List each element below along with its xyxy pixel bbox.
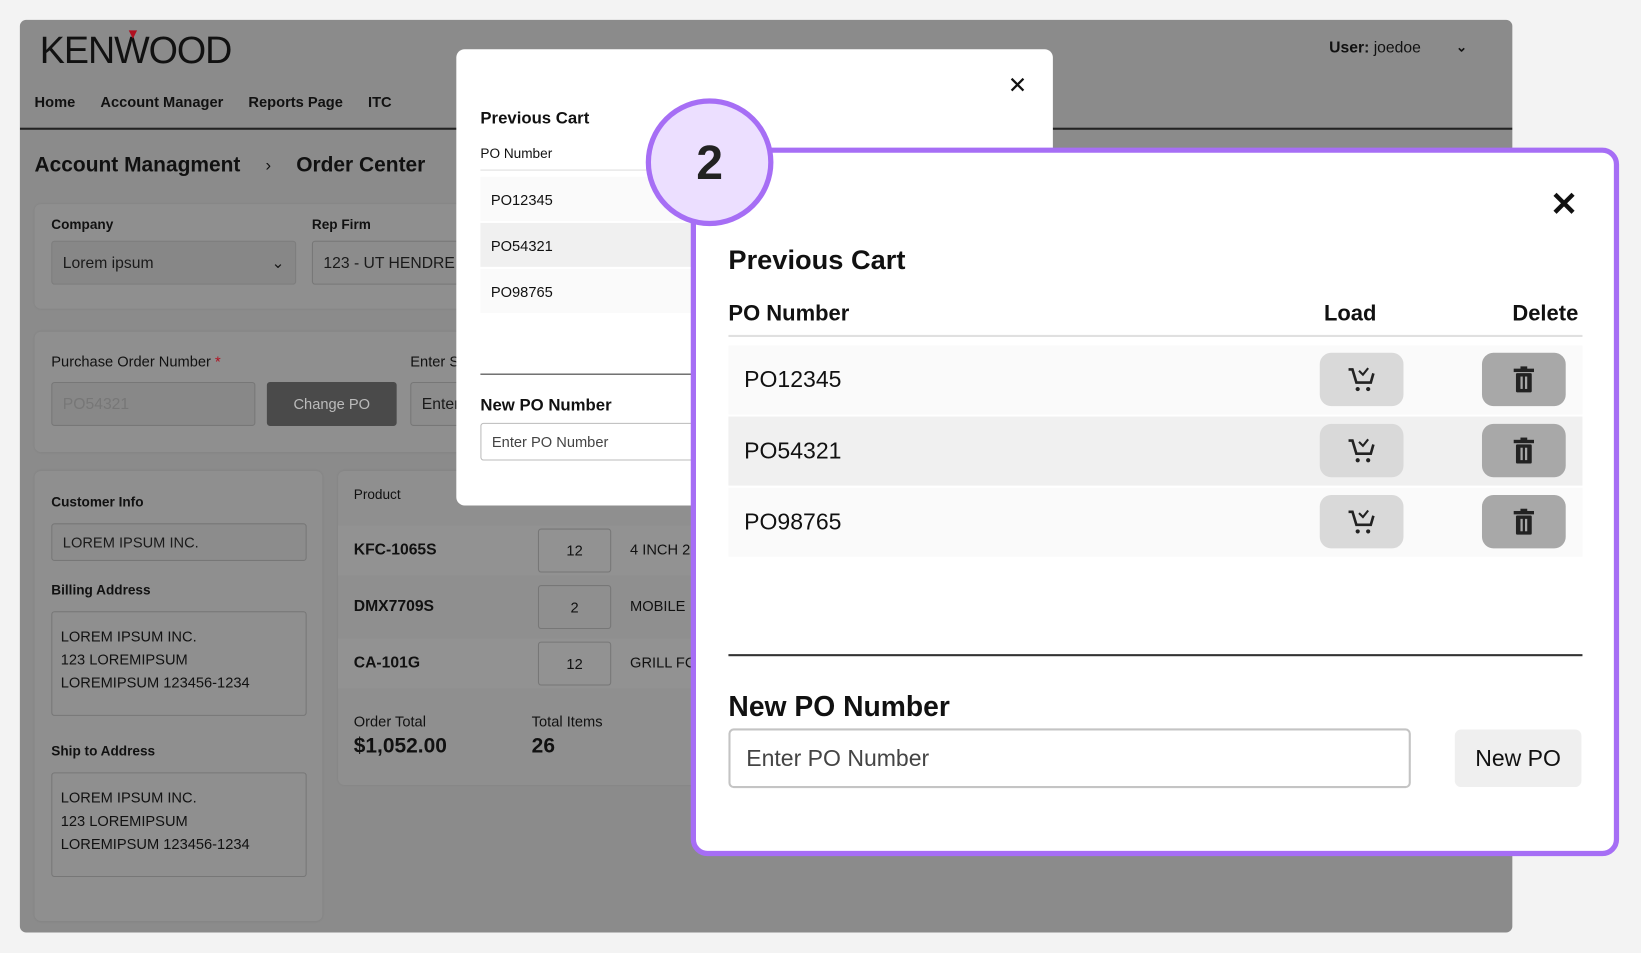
po-input[interactable]: PO54321 xyxy=(51,382,256,426)
divider xyxy=(728,334,1583,338)
breadcrumb-order-center: Order Center xyxy=(296,153,426,177)
close-icon[interactable]: ✕ xyxy=(1550,185,1579,223)
modal-title: Previous Cart xyxy=(728,243,906,276)
nav-reports-page[interactable]: Reports Page xyxy=(248,93,343,110)
previous-cart-callout: ✕ Previous Cart PO Number Load Delete PO… xyxy=(690,147,1620,857)
trash-icon xyxy=(1513,437,1534,463)
cart-row: PO98765 xyxy=(728,487,1583,557)
company-select[interactable]: Lorem ipsum ⌄ xyxy=(51,240,297,285)
qty-input[interactable]: 12 xyxy=(537,641,612,686)
new-po-label: New PO Number xyxy=(728,690,950,723)
company-panel: Company Lorem ipsum ⌄ Rep Firm 123 - UT H… xyxy=(34,204,522,309)
cart-row: PO12345 xyxy=(728,345,1583,415)
customer-input[interactable]: LOREM IPSUM INC. xyxy=(51,523,307,561)
ship-label: Ship to Address xyxy=(51,743,156,759)
new-po-button[interactable]: New PO xyxy=(1454,729,1582,788)
po-column-header: PO Number xyxy=(728,301,850,326)
cart-row: PO54321 xyxy=(728,416,1583,486)
step-badge: 2 xyxy=(645,98,774,227)
product-row: CA-101G 12 GRILL FC xyxy=(338,638,757,689)
chevron-down-icon[interactable]: ⌄ xyxy=(1455,38,1468,55)
main-nav: Home Account Manager Reports Page ITC xyxy=(35,93,392,110)
load-cart-button[interactable] xyxy=(1319,423,1404,478)
delete-cart-button[interactable] xyxy=(1481,423,1566,478)
user-label: User: xyxy=(1329,38,1370,57)
total-items: 26 xyxy=(531,734,555,758)
delete-column-header: Delete xyxy=(1512,301,1579,326)
company-label: Company xyxy=(51,216,114,233)
chevron-down-icon: ⌄ xyxy=(271,254,285,273)
load-cart-button[interactable] xyxy=(1319,495,1404,549)
product-row: KFC-1065S 12 4 INCH 2 xyxy=(338,525,757,576)
po-label: Purchase Order Number * xyxy=(51,352,221,370)
cart-icon xyxy=(1348,366,1375,391)
nav-home[interactable]: Home xyxy=(34,93,76,110)
kenwood-logo[interactable]: KENWOOD xyxy=(39,28,233,72)
order-total: $1,052.00 xyxy=(353,734,447,758)
enter-label: Enter S xyxy=(410,352,460,370)
qty-input[interactable]: 2 xyxy=(537,585,612,630)
delete-cart-button[interactable] xyxy=(1481,495,1566,549)
ship-address[interactable]: LOREM IPSUM INC. 123 LOREMIPSUM LOREMIPSUM… xyxy=(51,772,307,878)
company-value: Lorem ipsum xyxy=(62,253,154,272)
close-icon[interactable]: ✕ xyxy=(1007,72,1028,99)
product-header: Product xyxy=(353,486,401,503)
load-cart-button[interactable] xyxy=(1319,352,1404,407)
modal-title: Previous Cart xyxy=(480,109,590,128)
po-panel: Purchase Order Number * PO54321 Change P… xyxy=(34,331,494,453)
qty-input[interactable]: 12 xyxy=(537,528,612,573)
chevron-right-icon: › xyxy=(265,156,272,175)
cart-icon xyxy=(1348,509,1375,533)
customer-panel: Customer Info LOREM IPSUM INC. Billing A… xyxy=(34,470,323,922)
user-name: joedoe xyxy=(1373,38,1421,57)
breadcrumb-account[interactable]: Account Managment xyxy=(34,153,241,177)
customer-info-label: Customer Info xyxy=(51,493,144,510)
trash-icon xyxy=(1513,365,1534,392)
delete-cart-button[interactable] xyxy=(1481,352,1566,407)
billing-address[interactable]: LOREM IPSUM INC. 123 LOREMIPSUM LOREMIPSUM… xyxy=(51,611,307,716)
total-items-label: Total Items xyxy=(531,712,603,730)
new-po-input[interactable]: Enter PO Number xyxy=(728,728,1411,789)
breadcrumb: Account Managment › Order Center xyxy=(35,154,426,178)
nav-itc[interactable]: ITC xyxy=(368,93,392,110)
new-po-label: New PO Number xyxy=(480,396,612,415)
nav-account-manager[interactable]: Account Manager xyxy=(100,93,224,110)
cart-icon xyxy=(1348,438,1375,462)
order-total-label: Order Total xyxy=(353,712,426,730)
rep-firm-label: Rep Firm xyxy=(311,216,371,233)
billing-label: Billing Address xyxy=(51,581,151,598)
po-column-header: PO Number xyxy=(480,145,553,162)
change-po-button[interactable]: Change PO xyxy=(266,382,397,426)
product-row: DMX7709S 2 MOBILE xyxy=(338,581,757,633)
user-menu[interactable]: User: joedoe xyxy=(1329,39,1421,57)
load-column-header: Load xyxy=(1323,301,1377,326)
divider xyxy=(728,654,1583,657)
trash-icon xyxy=(1513,508,1534,535)
